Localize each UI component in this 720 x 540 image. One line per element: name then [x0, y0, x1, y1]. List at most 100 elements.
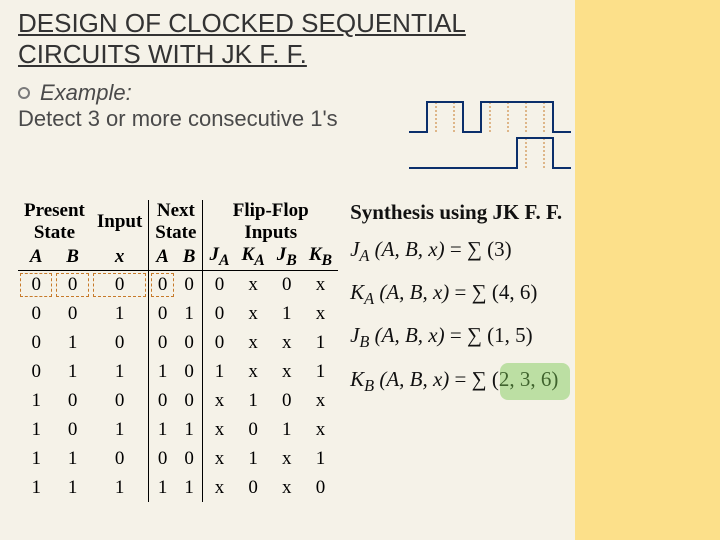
cell: 0	[149, 270, 176, 299]
cell: 0	[18, 299, 54, 328]
table-row: 11000x1x1	[18, 444, 338, 473]
cell: 1	[54, 357, 90, 386]
cell: x	[303, 299, 338, 328]
cell: x	[203, 473, 236, 502]
example-label: Example:	[40, 80, 132, 106]
cell: x	[203, 444, 236, 473]
equations-block: Synthesis using JK F. F. JA (A, B, x) = ∑…	[350, 200, 562, 502]
title-line-2: CIRCUITS WITH JK F. F.	[18, 39, 307, 69]
cell: 1	[203, 357, 236, 386]
cell: 1	[18, 473, 54, 502]
col-J_B: JB	[271, 244, 303, 270]
cell: x	[203, 415, 236, 444]
cell: 1	[149, 473, 176, 502]
table-row: 11111x0x0	[18, 473, 338, 502]
cell: 0	[54, 270, 90, 299]
lower-row: PresentStateInputNextStateFlip-FlopInput…	[18, 200, 702, 502]
equation: JA (A, B, x) = ∑ (3)	[350, 237, 562, 266]
cell: x	[236, 270, 271, 299]
col-B: B	[54, 244, 90, 270]
cell: x	[271, 357, 303, 386]
cell: 1	[236, 444, 271, 473]
cell: 0	[236, 415, 271, 444]
cell: 0	[91, 386, 149, 415]
eq-header: Synthesis using JK F. F.	[350, 200, 562, 225]
waveform-diagram	[405, 100, 585, 170]
cell: 0	[91, 444, 149, 473]
cell: 0	[203, 299, 236, 328]
cell: 0	[176, 444, 203, 473]
col-J_A: JA	[203, 244, 236, 270]
cell: 0	[18, 270, 54, 299]
equation: KA (A, B, x) = ∑ (4, 6)	[350, 280, 562, 309]
cell: 1	[91, 473, 149, 502]
cell: 0	[149, 328, 176, 357]
cell: 0	[236, 473, 271, 502]
cell: 1	[176, 299, 203, 328]
cell: x	[303, 415, 338, 444]
hdr-ff-inputs: Flip-FlopInputs	[203, 200, 338, 244]
table-row: 10111x01x	[18, 415, 338, 444]
state-table: PresentStateInputNextStateFlip-FlopInput…	[18, 200, 338, 502]
example-row: Example:	[18, 80, 702, 106]
cell: 0	[149, 444, 176, 473]
table-row: 010000xx1	[18, 328, 338, 357]
cell: 0	[203, 270, 236, 299]
cell: 0	[18, 328, 54, 357]
cell: x	[271, 328, 303, 357]
cell: 1	[54, 473, 90, 502]
hdr-next-state: NextState	[149, 200, 203, 244]
cell: 0	[176, 270, 203, 299]
cell: x	[271, 444, 303, 473]
cell: 1	[18, 444, 54, 473]
cell: 1	[91, 415, 149, 444]
cell: 0	[271, 270, 303, 299]
cell: 0	[91, 270, 149, 299]
cell: 1	[149, 415, 176, 444]
col-K_A: KA	[236, 244, 271, 270]
cell: 0	[176, 357, 203, 386]
slide-content: DESIGN OF CLOCKED SEQUENTIAL CIRCUITS WI…	[0, 0, 720, 540]
cell: 0	[149, 386, 176, 415]
cell: 0	[18, 357, 54, 386]
bullet-icon	[18, 87, 30, 99]
cell: 1	[271, 299, 303, 328]
cell: 0	[149, 299, 176, 328]
cell: 1	[18, 386, 54, 415]
hdr-present-state: PresentState	[18, 200, 91, 244]
cell: 0	[271, 386, 303, 415]
cell: x	[271, 473, 303, 502]
cell: 1	[176, 415, 203, 444]
cell: 0	[303, 473, 338, 502]
cell: 0	[54, 386, 90, 415]
cell: 1	[303, 328, 338, 357]
cell: 1	[54, 328, 90, 357]
cell: 0	[176, 328, 203, 357]
equation: KB (A, B, x) = ∑ (2, 3, 6)	[350, 367, 562, 396]
example-subtext: Detect 3 or more consecutive 1's	[18, 106, 702, 132]
table-row: 011101xx1	[18, 357, 338, 386]
cell: 1	[271, 415, 303, 444]
cell: x	[236, 299, 271, 328]
cell: x	[203, 386, 236, 415]
table-row: 000000x0x	[18, 270, 338, 299]
cell: 1	[18, 415, 54, 444]
cell: 1	[91, 357, 149, 386]
col-B: B	[176, 244, 203, 270]
cell: 0	[203, 328, 236, 357]
equation: JB (A, B, x) = ∑ (1, 5)	[350, 323, 562, 352]
cell: 1	[303, 357, 338, 386]
cell: x	[236, 357, 271, 386]
cell: x	[303, 270, 338, 299]
cell: 1	[176, 473, 203, 502]
cell: x	[303, 386, 338, 415]
cell: 0	[54, 415, 90, 444]
col-x: x	[91, 244, 149, 270]
cell: 1	[91, 299, 149, 328]
hdr-input: Input	[91, 200, 149, 244]
col-A: A	[149, 244, 176, 270]
cell: 0	[176, 386, 203, 415]
col-A: A	[18, 244, 54, 270]
cell: 1	[54, 444, 90, 473]
title-line-1: DESIGN OF CLOCKED SEQUENTIAL	[18, 8, 466, 38]
